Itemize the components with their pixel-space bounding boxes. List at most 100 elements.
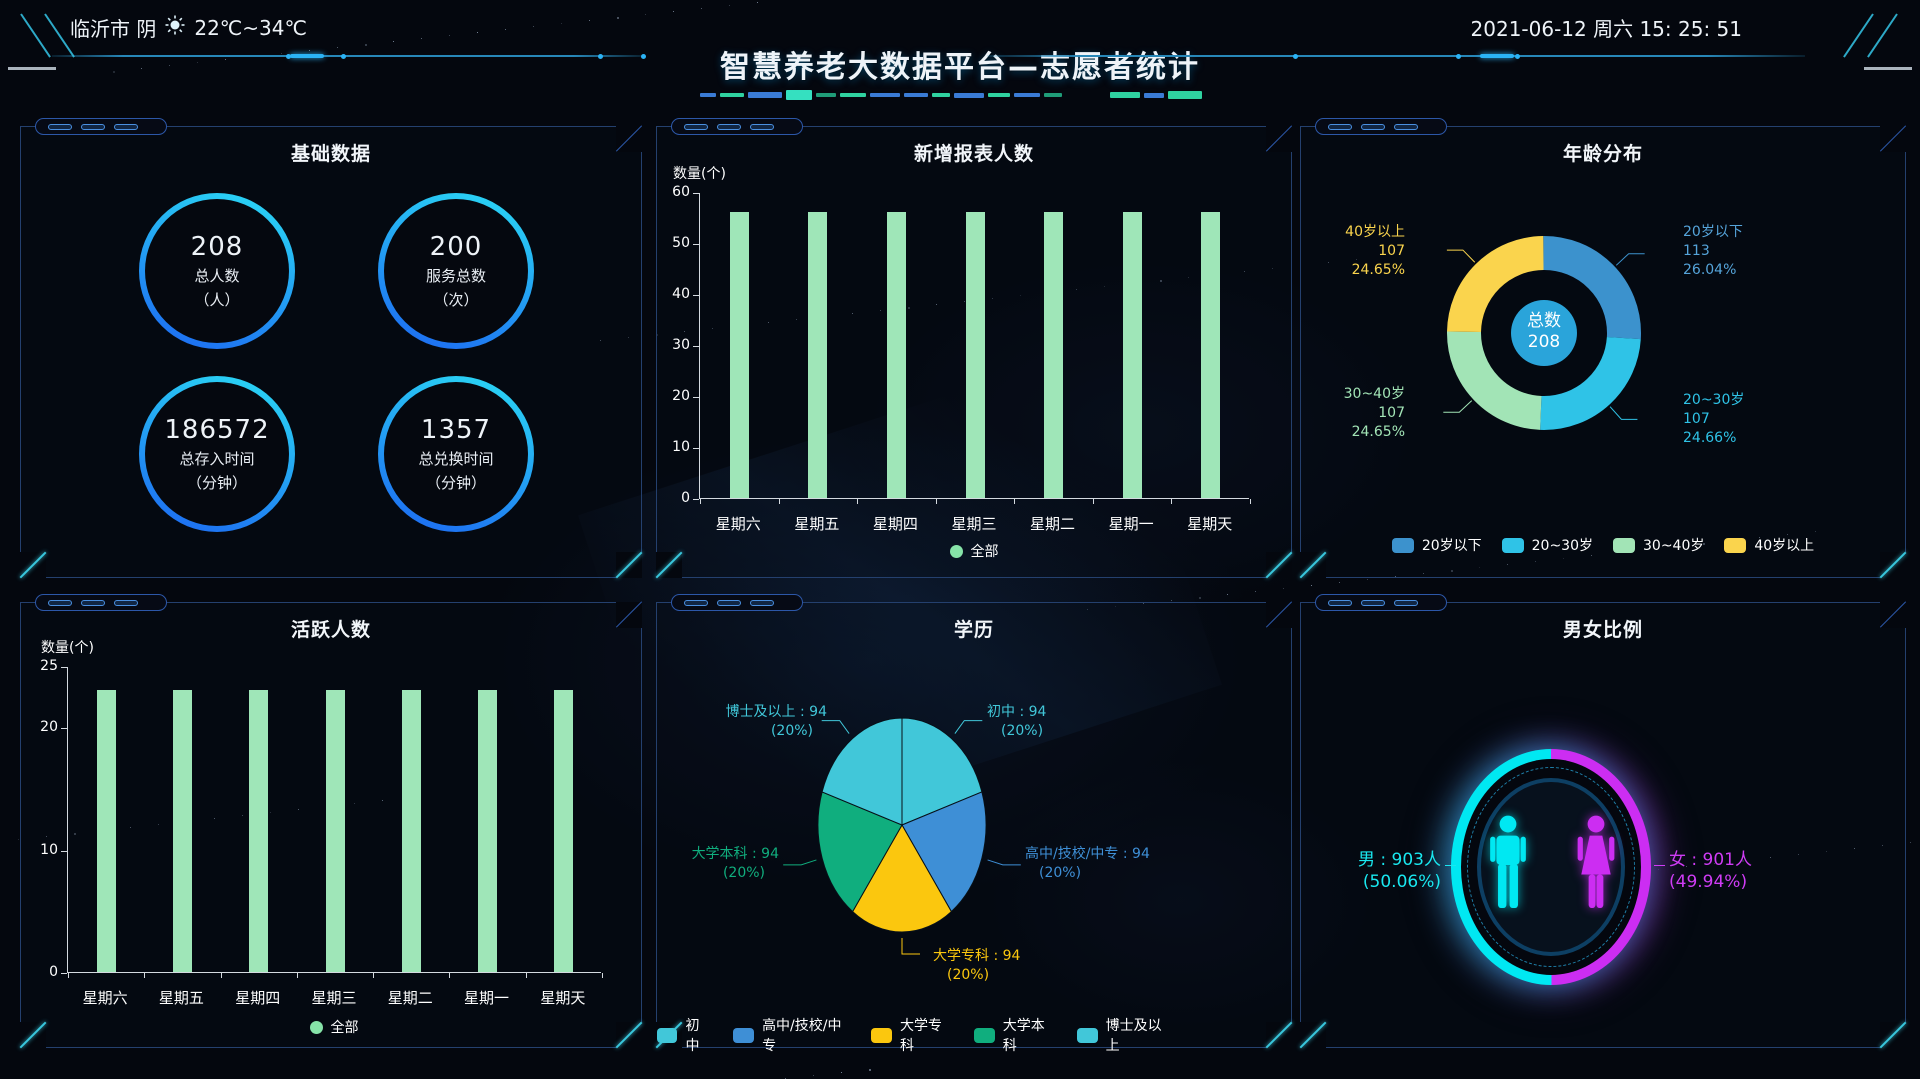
stat-total-deposit-time: 186572 总存入时间 （分钟） bbox=[139, 376, 295, 532]
stat-label: 总人数 bbox=[194, 267, 240, 285]
x-axis-label: 星期一 bbox=[1108, 515, 1154, 533]
x-axis-label: 星期五 bbox=[794, 515, 840, 533]
title-decoration-strip bbox=[700, 90, 1202, 100]
y-tick-mark bbox=[693, 244, 699, 245]
x-tick-mark bbox=[857, 499, 859, 504]
bar-chart-active: 数量(个) 0 10 20 25 星期六 星期五 星期四 星期三 星期二 星期一 星期天 全部 bbox=[21, 603, 641, 1047]
bar-星期天 bbox=[554, 690, 574, 972]
y-tick-mark bbox=[693, 397, 699, 398]
legend-education: 初中 高中/技校/中专 大学专科 大学本科 博士及以上 bbox=[657, 1015, 1171, 1055]
x-axis-label: 星期四 bbox=[872, 515, 918, 533]
panel-tab bbox=[671, 118, 803, 135]
x-tick-mark bbox=[602, 973, 603, 978]
legend-item-初中[interactable]: 初中 bbox=[657, 1015, 711, 1055]
donut-chart-age bbox=[1301, 127, 1905, 577]
legend-label: 全部 bbox=[330, 1020, 359, 1036]
legend-active: 全部 bbox=[67, 1017, 601, 1037]
y-axis-title: 数量(个) bbox=[41, 640, 94, 656]
legend-swatch bbox=[1613, 537, 1635, 553]
leader-line bbox=[1443, 400, 1473, 413]
legend-swatch bbox=[974, 1027, 995, 1043]
stat-label: 总存入时间 bbox=[179, 450, 255, 468]
y-tick-label: 20 bbox=[40, 719, 58, 736]
leader-line bbox=[954, 720, 983, 734]
panel-tab bbox=[35, 118, 167, 135]
panel-title: 男女比例 bbox=[1562, 619, 1643, 641]
city-weather-label: 临沂市 阴 bbox=[70, 17, 157, 41]
legend-swatch bbox=[949, 544, 963, 558]
header-line-left bbox=[52, 55, 645, 57]
y-tick-label: 0 bbox=[681, 490, 690, 506]
bar-星期六 bbox=[729, 212, 749, 498]
y-tick-label: 30 bbox=[672, 337, 690, 353]
panel-title: 学历 bbox=[953, 619, 994, 641]
y-tick-mark bbox=[61, 973, 67, 974]
x-tick-mark bbox=[220, 973, 222, 978]
pie-chart-education bbox=[657, 603, 1291, 1047]
panel-new-reports-chart: 新增报表人数 数量(个) 0 10 20 30 40 50 60 星期六 星期五 星期四 星期三 星期二… bbox=[655, 118, 1293, 579]
bar-星期二 bbox=[401, 690, 421, 972]
stat-value: 1357 bbox=[420, 415, 492, 445]
pie-slice-高中/技校/中专 bbox=[901, 791, 987, 913]
legend-item-高中/技校/中专[interactable]: 高中/技校/中专 bbox=[733, 1015, 849, 1055]
legend-item-20岁以下[interactable]: 20岁以下 bbox=[1391, 535, 1482, 555]
pie-label-middle-school: 初中 : 94 (20%) bbox=[987, 704, 1047, 739]
x-axis-label: 星期三 bbox=[311, 989, 357, 1007]
stat-unit: （分钟） bbox=[186, 474, 247, 492]
y-tick-label: 10 bbox=[40, 841, 58, 858]
bar-星期四 bbox=[886, 212, 906, 498]
bar-星期三 bbox=[325, 690, 345, 972]
stat-unit: （人） bbox=[194, 291, 240, 309]
x-tick-mark bbox=[1250, 499, 1251, 504]
donut-label-20-30: 20~30岁 107 24.66% bbox=[1683, 392, 1745, 446]
x-tick-mark bbox=[1171, 499, 1173, 504]
header-line-right bbox=[987, 55, 1805, 57]
x-tick-mark bbox=[525, 973, 527, 978]
legend-swatch bbox=[871, 1027, 892, 1043]
y-tick-label: 25 bbox=[40, 658, 58, 674]
y-tick-mark bbox=[693, 295, 699, 296]
legend-label: 大学专科 bbox=[899, 1018, 942, 1054]
legend-item-30~40岁[interactable]: 30~40岁 bbox=[1613, 535, 1704, 555]
stat-value: 208 bbox=[190, 232, 244, 262]
legend-label: 大学本科 bbox=[1002, 1018, 1045, 1054]
panel-tab bbox=[1315, 118, 1447, 135]
y-tick-label: 60 bbox=[672, 184, 690, 200]
legend-item-20~30岁[interactable]: 20~30岁 bbox=[1501, 535, 1593, 555]
donut-center-label: 总数 208 bbox=[1527, 311, 1561, 352]
legend-item-大学本科[interactable]: 大学本科 bbox=[974, 1015, 1055, 1055]
bar-chart-new-reports: 数量(个) 0 10 20 30 40 50 60 星期六 星期五 星期四 星期三 星期二 星期一 星期天全… bbox=[657, 127, 1291, 577]
bar-星期五 bbox=[808, 212, 828, 498]
x-axis-label: 星期天 bbox=[540, 989, 586, 1007]
panel-education-chart: 学历 博士及以上 : 94 (20%) 初中 : 94 (20%) 高中/技校/… bbox=[655, 594, 1293, 1054]
temp-range-label: 22℃~34℃ bbox=[194, 15, 307, 40]
leader-line bbox=[1446, 249, 1476, 263]
female-ratio-label: 女 : 901人 (49.94%) bbox=[1669, 850, 1752, 892]
legend-label: 全部 bbox=[970, 544, 999, 560]
y-tick-mark bbox=[693, 499, 699, 500]
leader-line bbox=[1609, 406, 1638, 420]
donut-label-under20: 20岁以下 113 26.04% bbox=[1683, 224, 1743, 278]
legend-item-大学专科[interactable]: 大学专科 bbox=[871, 1015, 952, 1055]
stat-total-services: 200 服务总数 （次） bbox=[378, 193, 534, 349]
legend-item-博士及以上[interactable]: 博士及以上 bbox=[1077, 1015, 1171, 1055]
panel-title: 年龄分布 bbox=[1562, 143, 1643, 165]
x-tick-mark bbox=[296, 973, 298, 978]
legend-item-全部[interactable]: 全部 bbox=[309, 1017, 359, 1037]
y-tick-mark bbox=[693, 346, 699, 347]
legend-label: 30~40岁 bbox=[1643, 538, 1705, 554]
legend-swatch bbox=[309, 1020, 323, 1034]
panel-gender-ratio: 男女比例 男 : 903人 (50.06%) 女 : 901人 (49. bbox=[1299, 594, 1907, 1049]
bar-星期二 bbox=[1044, 212, 1064, 498]
x-axis-label: 星期六 bbox=[715, 515, 761, 533]
bar-星期天 bbox=[1201, 212, 1221, 498]
panel-tab bbox=[1315, 594, 1447, 611]
x-tick-mark bbox=[778, 499, 780, 504]
bar-星期四 bbox=[249, 690, 269, 972]
legend-item-全部[interactable]: 全部 bbox=[949, 541, 999, 561]
weather-widget: 临沂市 阴 22℃~34℃ bbox=[70, 13, 307, 42]
y-axis-title: 数量(个) bbox=[673, 166, 726, 182]
legend-label: 初中 bbox=[685, 1018, 700, 1054]
legend-item-40岁以上[interactable]: 40岁以上 bbox=[1724, 535, 1814, 555]
plot-area: 0 10 20 25 bbox=[40, 658, 603, 980]
